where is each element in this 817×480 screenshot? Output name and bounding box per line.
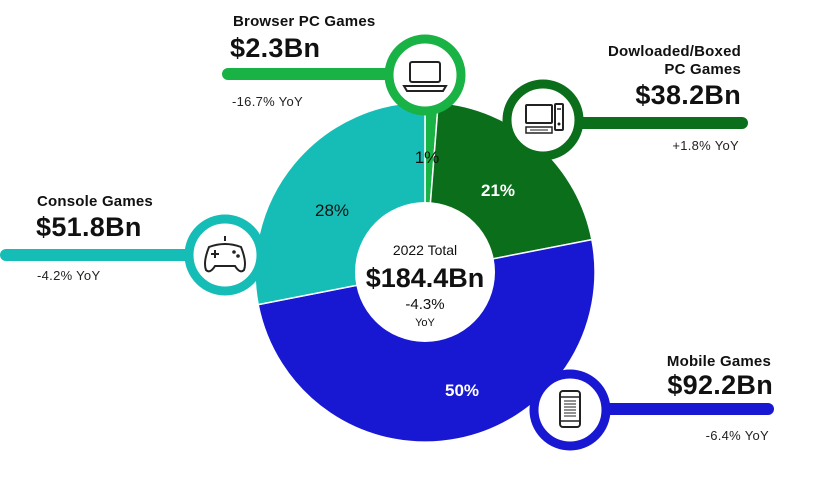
console-leader-bar <box>0 249 215 261</box>
console-title: Console Games <box>37 193 153 210</box>
gamepad-icon <box>184 214 266 296</box>
center-change: -4.3% <box>405 296 444 313</box>
downloaded-leader-bar <box>565 117 748 129</box>
donut-hole <box>355 202 495 342</box>
mobile-value: $92.2Bn <box>667 370 773 400</box>
browser-leader-bar <box>222 68 402 80</box>
center-change-unit: YoY <box>415 317 435 329</box>
browser-yoy: -16.7% YoY <box>232 94 303 109</box>
slice-label-console: 28% <box>315 201 349 220</box>
downloaded-value: $38.2Bn <box>635 80 741 110</box>
slice-label-browser: 1% <box>415 148 440 167</box>
downloaded-title-line2: PC Games <box>664 61 741 78</box>
center-total: $184.4Bn <box>366 263 485 293</box>
downloaded-yoy: +1.8% YoY <box>672 138 739 153</box>
mobile-title: Mobile Games <box>666 353 771 370</box>
downloaded-title-line1: Dowloaded/Boxed <box>607 43 741 60</box>
slice-label-mobile: 50% <box>445 381 479 400</box>
mobile-yoy: -6.4% YoY <box>705 428 769 443</box>
slice-label-downloaded: 21% <box>481 181 515 200</box>
browser-value: $2.3Bn <box>230 33 321 63</box>
console-yoy: -4.2% YoY <box>37 268 101 283</box>
desktop-computer-icon <box>502 79 584 161</box>
console-value: $51.8Bn <box>36 212 142 242</box>
browser-title: Browser PC Games <box>233 13 376 30</box>
smartphone-icon <box>529 369 611 451</box>
center-title: 2022 Total <box>393 242 457 258</box>
laptop-icon <box>384 34 466 116</box>
mobile-leader-bar <box>578 403 774 415</box>
